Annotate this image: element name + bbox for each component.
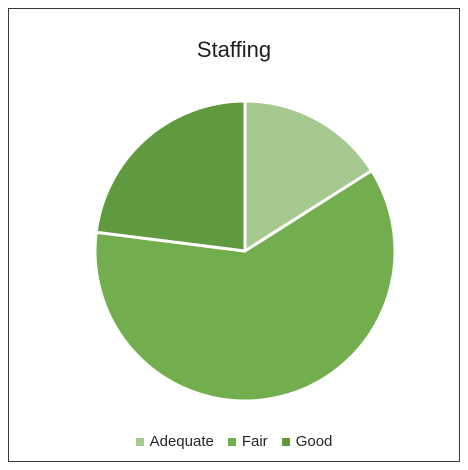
- legend: Adequate Fair Good: [9, 433, 459, 450]
- pie-slice-adequate: [243, 99, 374, 253]
- legend-item-fair: Fair: [227, 433, 268, 450]
- legend-swatch: [281, 437, 290, 446]
- legend-item-good: Good: [281, 433, 333, 450]
- chart-frame: Staffing Adequate Fair Good: [8, 8, 460, 462]
- legend-label: Adequate: [149, 433, 214, 450]
- pie-slice-fair: [93, 169, 397, 403]
- legend-item-adequate: Adequate: [135, 433, 214, 450]
- pie-slices: [93, 99, 397, 403]
- chart-title: Staffing: [196, 37, 272, 62]
- legend-swatch: [227, 437, 236, 446]
- pie-chart: [93, 99, 397, 403]
- legend-label: Good: [295, 433, 333, 450]
- legend-swatch: [135, 437, 144, 446]
- pie-slice-good: [94, 99, 247, 253]
- legend-label: Fair: [241, 433, 268, 450]
